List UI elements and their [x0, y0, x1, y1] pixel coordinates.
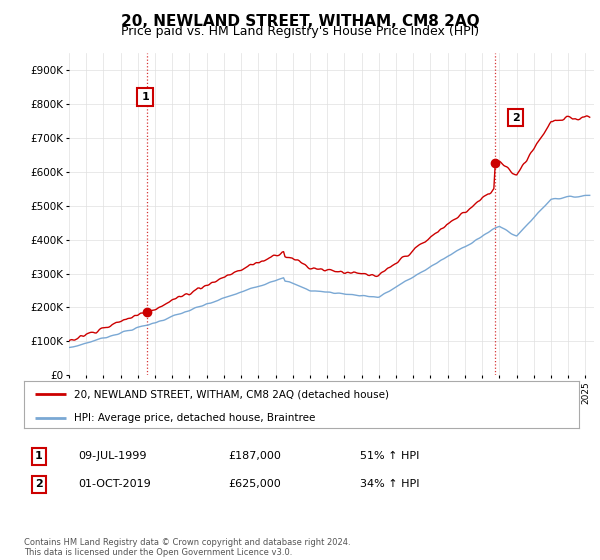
Text: Price paid vs. HM Land Registry's House Price Index (HPI): Price paid vs. HM Land Registry's House … — [121, 25, 479, 38]
Text: 20, NEWLAND STREET, WITHAM, CM8 2AQ (detached house): 20, NEWLAND STREET, WITHAM, CM8 2AQ (det… — [74, 389, 389, 399]
Text: 2: 2 — [512, 113, 520, 123]
Text: 2: 2 — [35, 479, 43, 489]
Text: 1: 1 — [141, 92, 149, 102]
Text: HPI: Average price, detached house, Braintree: HPI: Average price, detached house, Brai… — [74, 413, 316, 423]
Text: £187,000: £187,000 — [228, 451, 281, 461]
Text: 1: 1 — [35, 451, 43, 461]
Text: Contains HM Land Registry data © Crown copyright and database right 2024.
This d: Contains HM Land Registry data © Crown c… — [24, 538, 350, 557]
Text: 20, NEWLAND STREET, WITHAM, CM8 2AQ: 20, NEWLAND STREET, WITHAM, CM8 2AQ — [121, 14, 479, 29]
Text: 09-JUL-1999: 09-JUL-1999 — [78, 451, 146, 461]
Text: 01-OCT-2019: 01-OCT-2019 — [78, 479, 151, 489]
Text: £625,000: £625,000 — [228, 479, 281, 489]
Text: 34% ↑ HPI: 34% ↑ HPI — [360, 479, 419, 489]
Text: 51% ↑ HPI: 51% ↑ HPI — [360, 451, 419, 461]
